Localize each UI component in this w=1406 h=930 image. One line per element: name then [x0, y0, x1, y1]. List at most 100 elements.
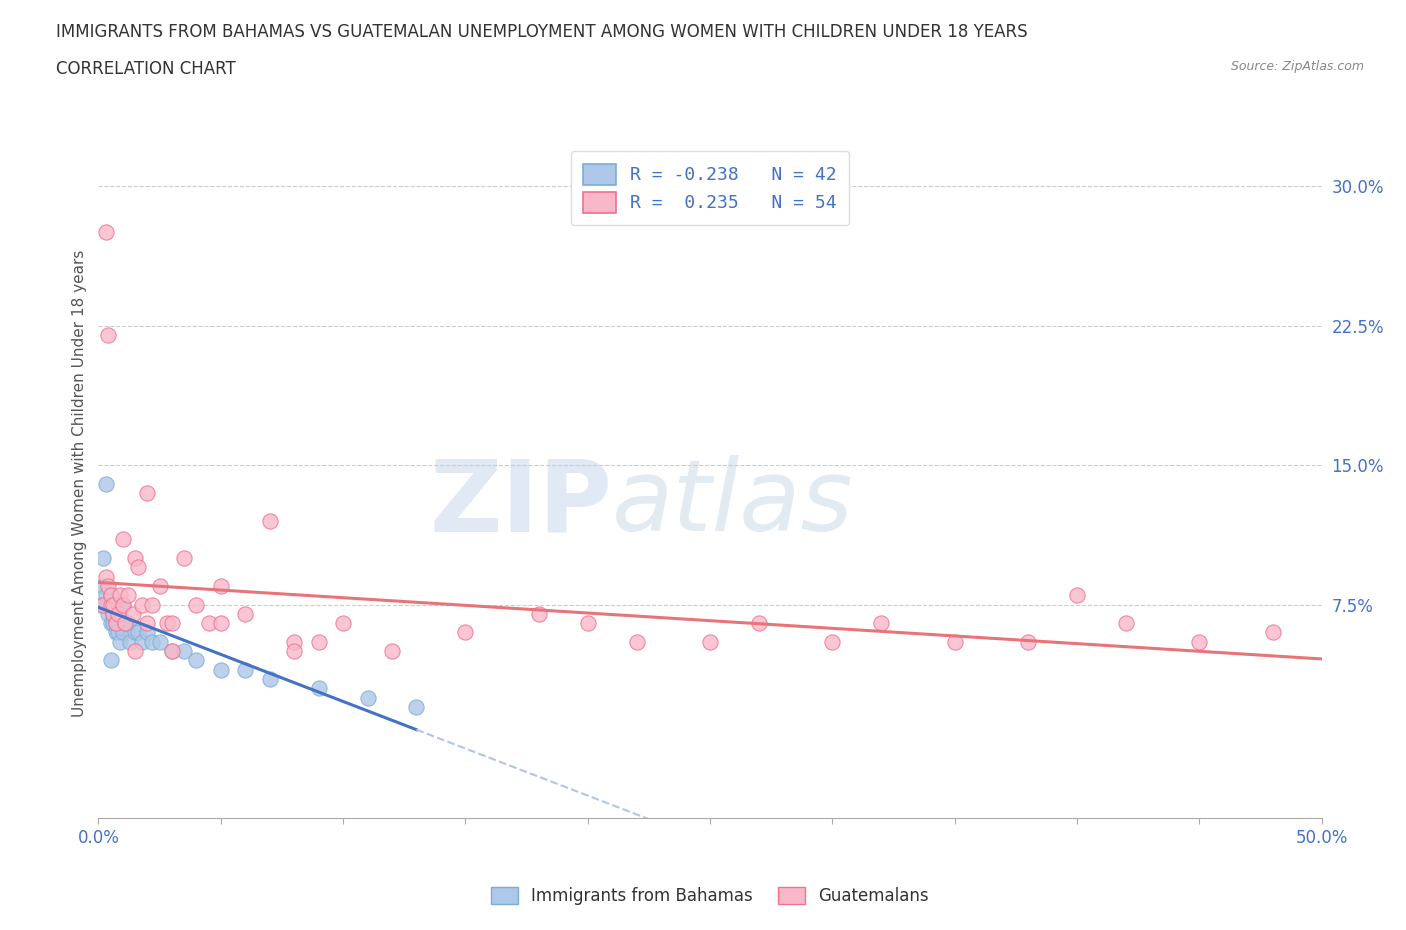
Point	[308, 634, 330, 649]
Point	[111, 532, 134, 547]
Text: Source: ZipAtlas.com: Source: ZipAtlas.com	[1230, 60, 1364, 73]
Y-axis label: Unemployment Among Women with Children Under 18 years: Unemployment Among Women with Children U…	[72, 250, 87, 717]
Point	[100, 588, 122, 603]
Point	[124, 644, 146, 658]
Point	[94, 588, 117, 603]
Point	[104, 625, 127, 640]
Text: IMMIGRANTS FROM BAHAMAS VS GUATEMALAN UNEMPLOYMENT AMONG WOMEN WITH CHILDREN UND: IMMIGRANTS FROM BAHAMAS VS GUATEMALAN UN…	[56, 23, 1028, 41]
Point	[117, 588, 139, 603]
Point	[160, 616, 183, 631]
Point	[97, 597, 120, 612]
Point	[97, 578, 120, 593]
Point	[104, 597, 127, 612]
Point	[101, 597, 124, 612]
Point	[117, 616, 139, 631]
Point	[110, 588, 132, 603]
Point	[141, 597, 163, 612]
Point	[160, 644, 183, 658]
Point	[110, 634, 132, 649]
Point	[101, 606, 124, 621]
Point	[308, 681, 330, 696]
Point	[94, 225, 117, 240]
Point	[186, 597, 208, 612]
Point	[197, 616, 219, 631]
Point	[356, 690, 378, 705]
Text: atlas: atlas	[612, 455, 853, 552]
Point	[943, 634, 966, 649]
Point	[173, 551, 195, 565]
Point	[209, 616, 232, 631]
Point	[149, 578, 172, 593]
Point	[91, 597, 114, 612]
Point	[748, 616, 770, 631]
Point	[1017, 634, 1039, 649]
Point	[94, 597, 117, 612]
Point	[454, 625, 477, 640]
Point	[121, 606, 143, 621]
Point	[104, 616, 127, 631]
Point	[111, 625, 134, 640]
Point	[283, 644, 305, 658]
Point	[124, 625, 146, 640]
Point	[107, 625, 129, 640]
Point	[124, 551, 146, 565]
Point	[127, 560, 149, 575]
Point	[120, 634, 142, 649]
Text: ZIP: ZIP	[429, 455, 612, 552]
Point	[626, 634, 648, 649]
Point	[111, 597, 134, 612]
Point	[136, 616, 159, 631]
Point	[699, 634, 721, 649]
Point	[97, 606, 120, 621]
Point	[527, 606, 550, 621]
Point	[131, 597, 153, 612]
Point	[209, 662, 232, 677]
Point	[160, 644, 183, 658]
Point	[104, 616, 127, 631]
Point	[94, 476, 117, 491]
Point	[259, 513, 281, 528]
Point	[97, 327, 120, 342]
Point	[209, 578, 232, 593]
Point	[131, 634, 153, 649]
Point	[100, 588, 122, 603]
Point	[149, 634, 172, 649]
Point	[1115, 616, 1137, 631]
Point	[100, 653, 122, 668]
Point	[136, 485, 159, 500]
Point	[101, 616, 124, 631]
Point	[259, 671, 281, 686]
Point	[186, 653, 208, 668]
Point	[233, 606, 256, 621]
Point	[107, 606, 129, 621]
Point	[90, 597, 112, 612]
Point	[107, 606, 129, 621]
Point	[870, 616, 893, 631]
Point	[111, 597, 134, 612]
Point	[1261, 625, 1284, 640]
Point	[1188, 634, 1211, 649]
Point	[156, 616, 179, 631]
Point	[141, 634, 163, 649]
Legend: Immigrants from Bahamas, Guatemalans: Immigrants from Bahamas, Guatemalans	[485, 881, 935, 911]
Point	[91, 551, 114, 565]
Point	[1066, 588, 1088, 603]
Point	[576, 616, 599, 631]
Point	[136, 625, 159, 640]
Point	[100, 597, 122, 612]
Point	[173, 644, 195, 658]
Point	[110, 606, 132, 621]
Point	[114, 616, 136, 631]
Text: CORRELATION CHART: CORRELATION CHART	[56, 60, 236, 78]
Point	[91, 578, 114, 593]
Point	[114, 616, 136, 631]
Point	[405, 699, 427, 714]
Point	[100, 616, 122, 631]
Point	[94, 569, 117, 584]
Point	[127, 625, 149, 640]
Point	[283, 634, 305, 649]
Point	[101, 606, 124, 621]
Point	[821, 634, 844, 649]
Point	[101, 597, 124, 612]
Point	[100, 597, 122, 612]
